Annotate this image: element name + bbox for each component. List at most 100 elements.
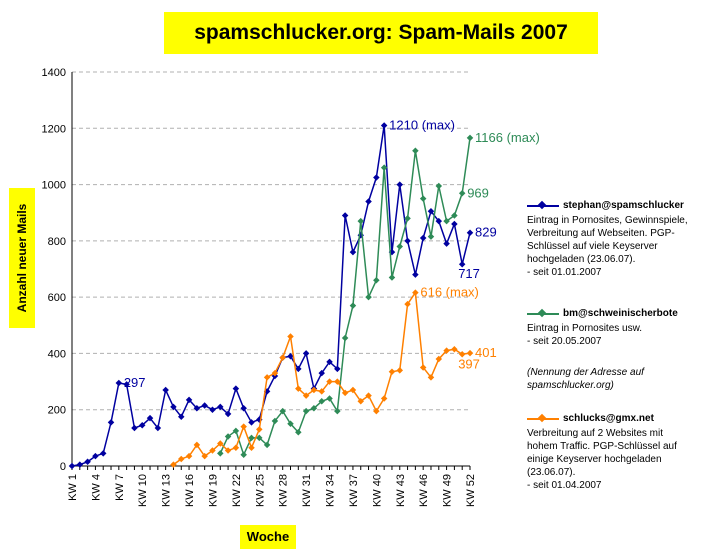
data-point — [341, 334, 349, 342]
data-point — [146, 414, 154, 422]
data-point — [263, 441, 271, 449]
x-tick-label: KW 28 — [278, 474, 290, 507]
x-tick-label: KW 19 — [207, 474, 219, 507]
x-tick-label: KW 31 — [301, 474, 313, 507]
data-point — [380, 395, 388, 402]
data-point — [287, 352, 294, 360]
y-tick-label: 200 — [48, 405, 66, 417]
data-point — [99, 450, 107, 457]
data-point — [380, 122, 388, 129]
legend-text: einige Keyserver hochgeladen — [527, 454, 662, 465]
data-point — [162, 386, 169, 394]
data-point — [458, 351, 466, 358]
data-point — [373, 277, 380, 284]
x-tick-label: KW 40 — [371, 474, 383, 507]
legend-text: - seit 20.05.2007 — [527, 336, 602, 347]
y-tick-label: 1000 — [42, 180, 66, 192]
data-point — [318, 369, 325, 377]
data-point — [279, 354, 286, 361]
data-point — [302, 350, 310, 357]
data-label: 397 — [458, 356, 480, 371]
data-point — [466, 349, 474, 357]
data-point — [466, 229, 474, 236]
legend-text: - seit 01.01.2007 — [527, 267, 602, 278]
data-point — [295, 385, 302, 392]
legend-text: (23.06.07). — [527, 467, 576, 478]
legend-head: bm@schweinischerbote — [527, 307, 707, 320]
data-point — [224, 410, 232, 418]
data-point — [412, 289, 419, 296]
x-tick-label: KW 43 — [395, 474, 407, 507]
data-point — [240, 423, 247, 430]
data-point — [310, 405, 318, 412]
data-point — [271, 369, 279, 377]
data-label: 616 (max) — [420, 285, 479, 300]
x-tick-label: KW 16 — [184, 474, 196, 507]
data-point — [178, 455, 185, 463]
data-point — [443, 217, 450, 225]
legend-line-icon — [527, 200, 559, 210]
data-point — [217, 440, 224, 447]
legend-head: schlucks@gmx.net — [527, 412, 707, 425]
data-point — [310, 386, 318, 394]
data-point — [466, 134, 474, 142]
data-point — [326, 358, 333, 366]
legend-head: stephan@spamschlucker — [527, 199, 707, 212]
legend-series-name: stephan@spamschlucker — [563, 200, 684, 211]
data-point — [154, 424, 162, 432]
x-axis-label: Woche — [240, 525, 296, 549]
data-point — [458, 260, 466, 268]
data-point — [334, 365, 341, 373]
data-point — [404, 300, 411, 308]
data-label: 1210 (max) — [389, 117, 455, 132]
data-point — [388, 274, 396, 281]
y-tick-label: 800 — [48, 236, 66, 248]
legend-text: Eintrag in Pornosites usw. — [527, 323, 643, 334]
data-point — [427, 233, 435, 240]
x-tick-label: KW 22 — [231, 474, 243, 507]
data-point — [451, 345, 458, 353]
data-point — [404, 215, 411, 222]
data-point — [396, 181, 404, 188]
data-point — [451, 220, 458, 228]
legend-text: Schlüssel auf viele Keyserver — [527, 241, 658, 252]
x-tick-label: KW 7 — [114, 474, 126, 501]
data-point — [396, 367, 404, 374]
x-tick-label: KW 4 — [90, 474, 102, 501]
data-point — [240, 405, 247, 412]
note-line: (Nennung der Adresse auf — [527, 367, 644, 378]
y-tick-label: 400 — [48, 348, 66, 360]
data-point — [349, 386, 357, 394]
data-point — [201, 452, 208, 460]
data-label: 969 — [467, 185, 489, 200]
data-point — [365, 293, 372, 301]
legend-text: hohem Traffic. PGP-Schlüssel auf — [527, 441, 677, 452]
data-point — [302, 392, 310, 399]
data-point — [68, 462, 76, 470]
address-note: (Nennung der Adresse auf spamschlucker.o… — [527, 366, 707, 392]
y-tick-label: 1400 — [42, 67, 66, 79]
data-point — [248, 434, 255, 442]
y-axis-label-box: Anzahl neuer Mails — [9, 188, 35, 328]
x-tick-label: KW 52 — [465, 474, 477, 507]
x-tick-label: KW 46 — [418, 474, 430, 507]
x-tick-label: KW 1 — [67, 474, 79, 501]
data-label: 1166 (max) — [475, 130, 540, 145]
y-tick-label: 1200 — [42, 123, 66, 135]
legend-text: Verbreitung auf Webseiten. PGP- — [527, 228, 675, 239]
data-point — [170, 461, 177, 468]
data-point — [365, 392, 372, 399]
x-tick-label: KW 34 — [325, 474, 337, 507]
data-point — [404, 237, 411, 245]
data-point — [373, 407, 380, 415]
data-point — [458, 190, 466, 197]
data-point — [263, 374, 271, 381]
data-point — [427, 374, 435, 381]
data-point — [435, 182, 443, 190]
data-point — [224, 447, 232, 454]
y-tick-label: 0 — [60, 461, 66, 473]
data-point — [380, 164, 388, 171]
data-point — [232, 427, 240, 435]
data-point — [295, 365, 302, 373]
data-point — [349, 302, 357, 309]
